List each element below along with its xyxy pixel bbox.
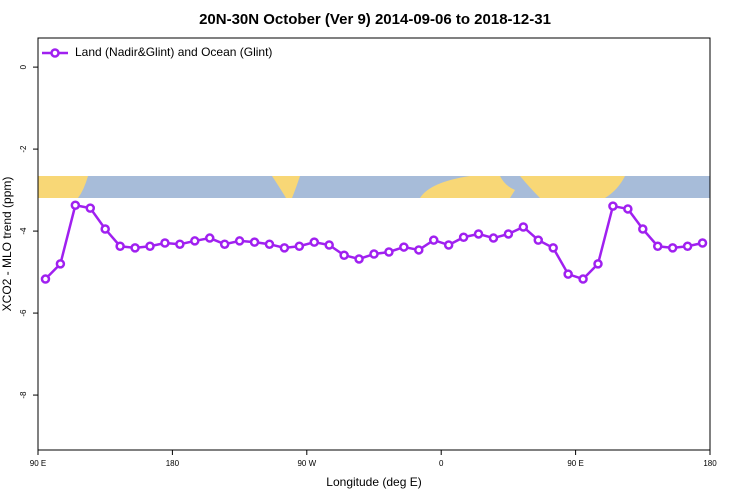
data-point: [85, 203, 96, 213]
data-point: [638, 224, 648, 234]
data-point: [279, 243, 290, 253]
data-point: [563, 269, 573, 279]
legend-marker: [50, 48, 60, 58]
data-point: [473, 229, 484, 239]
data-point: [652, 241, 663, 252]
data-point: [324, 240, 334, 250]
y-tick-label: 0: [19, 64, 28, 69]
data-point: [667, 243, 678, 253]
data-point: [354, 254, 364, 264]
x-tick-label: 90 W: [297, 459, 316, 468]
data-point: [488, 233, 499, 243]
data-point: [608, 201, 618, 211]
x-tick-label: 90 E: [30, 459, 46, 468]
data-point: [309, 237, 320, 247]
y-axis-label: XCO2 - MLO trend (ppm): [0, 177, 14, 312]
data-point: [145, 241, 155, 252]
chart-title: 20N-30N October (Ver 9) 2014-09-06 to 20…: [199, 11, 551, 28]
data-point: [414, 245, 424, 255]
data-point: [40, 274, 51, 284]
series-line: [44, 203, 703, 281]
data-point: [204, 233, 215, 243]
data-point: [697, 238, 708, 248]
x-axis-label: Longitude (deg E): [326, 475, 421, 489]
data-point: [593, 259, 603, 269]
data-point: [55, 259, 66, 269]
data-point: [503, 229, 514, 239]
y-tick-label: -6: [19, 309, 28, 317]
data-point: [428, 235, 439, 245]
data-point: [548, 243, 558, 253]
data-point: [399, 242, 409, 252]
data-point: [518, 222, 529, 232]
data-point: [100, 224, 110, 234]
data-point: [294, 241, 305, 252]
data-point: [190, 236, 200, 246]
data-point: [384, 247, 394, 257]
x-tick-label: 180: [703, 459, 717, 468]
data-point: [234, 236, 245, 246]
data-point: [249, 237, 260, 247]
y-tick-label: -8: [19, 391, 28, 399]
data-point: [578, 274, 588, 284]
data-point: [458, 232, 469, 242]
data-point: [175, 239, 185, 249]
data-point: [160, 238, 170, 248]
data-point: [443, 240, 454, 250]
map-strip: [38, 176, 710, 198]
legend-label: Land (Nadir&Glint) and Ocean (Glint): [75, 45, 272, 59]
y-tick-label: -2: [19, 145, 28, 153]
data-point: [115, 241, 125, 252]
data-point: [533, 235, 544, 245]
x-tick-label: 180: [166, 459, 180, 468]
x-tick-label: 0: [439, 459, 444, 468]
data-point: [70, 200, 81, 211]
data-point: [369, 249, 379, 259]
x-tick-label: 90 E: [567, 459, 583, 468]
data-point: [623, 204, 633, 214]
data-point: [682, 241, 693, 252]
data-point: [339, 250, 349, 261]
plot-frame: [37, 37, 711, 451]
data-point: [219, 239, 230, 249]
y-tick-label: -4: [19, 227, 28, 235]
data-point: [264, 239, 275, 249]
data-point: [130, 243, 140, 253]
